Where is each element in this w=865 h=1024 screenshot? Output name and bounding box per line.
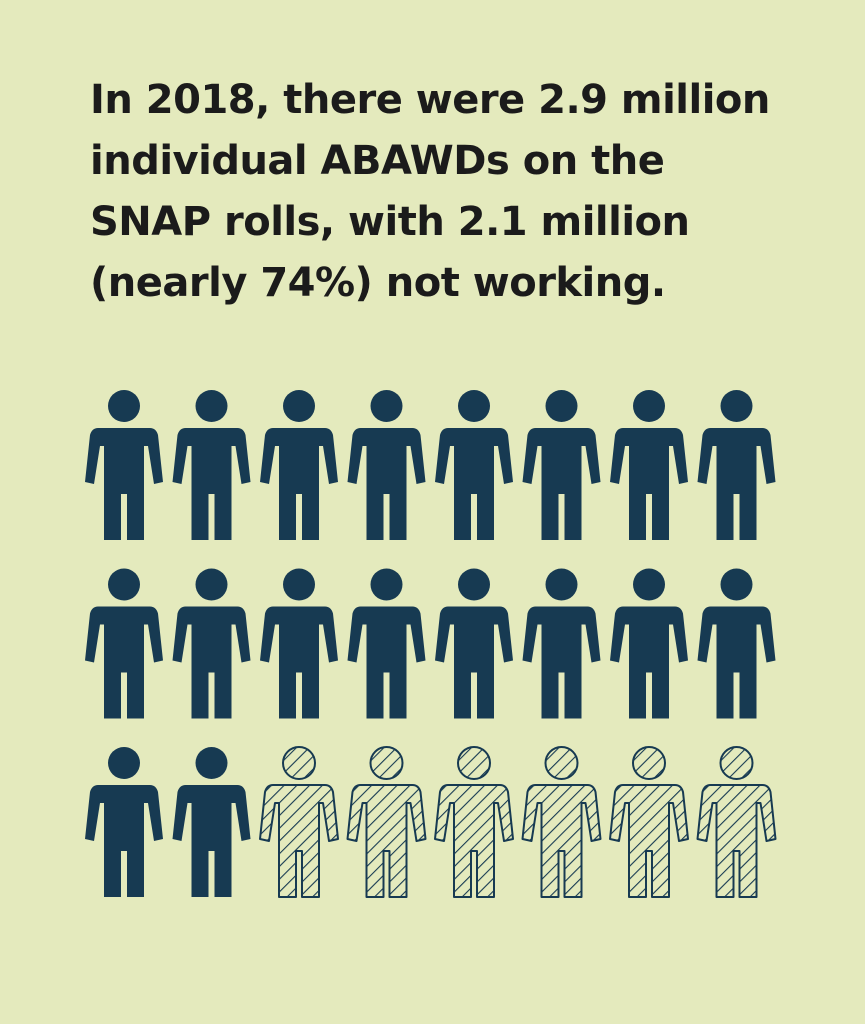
person-icon-solid [610,568,688,719]
person-head [108,390,140,422]
person-head [720,390,753,422]
person-head [457,746,491,780]
person-icon-solid [347,568,426,719]
person-body [521,784,602,898]
person-icon-solid [172,747,251,897]
person-body [435,606,513,719]
person-body [172,785,251,897]
person-icon-solid [522,568,601,719]
person-icon-solid [172,568,251,719]
person-icon-solid [435,390,513,540]
person-head [370,390,403,422]
person-head [458,390,490,422]
person-icon-solid [697,568,776,719]
person-body [435,428,513,540]
person-head [458,568,490,601]
person-head [283,568,315,601]
person-icon-solid [260,568,338,719]
person-head [370,568,403,601]
person-head [720,568,753,601]
person-icon-solid [435,568,513,719]
person-icon-hatched [259,746,339,898]
person-head [369,746,404,780]
person-body [347,606,426,719]
person-body [609,784,689,898]
person-icon-hatched [696,746,777,898]
person-body [85,785,163,897]
person-body [172,606,251,719]
person-body [172,428,251,540]
person-body [522,606,601,719]
person-head [283,390,315,422]
person-icon-solid [85,568,163,719]
person-head [545,390,578,422]
person-head [633,568,665,601]
person-head [195,568,228,601]
person-body [260,606,338,719]
person-icon-hatched [434,746,514,898]
person-body [434,784,514,898]
person-head [195,747,228,779]
person-icon-solid [85,390,163,540]
person-body [697,606,776,719]
person-body [610,606,688,719]
person-icon-solid [610,390,688,540]
person-body [697,428,776,540]
person-body [85,606,163,719]
person-body [522,428,601,540]
person-icon-solid [522,390,601,540]
person-head [545,568,578,601]
person-head [719,746,754,780]
person-head [195,390,228,422]
person-head [544,746,579,780]
person-body [260,428,338,540]
person-head [633,390,665,422]
person-icon-hatched [521,746,602,898]
person-head [108,747,140,779]
headline: In 2018, there were 2.9 million individu… [90,77,770,306]
person-icon-solid [172,390,251,540]
person-body [347,428,426,540]
person-icon-solid [260,390,338,540]
person-body [259,784,339,898]
person-body [85,428,163,540]
person-head [282,746,316,780]
person-icon-solid [347,390,426,540]
person-body [610,428,688,540]
person-icon-hatched [609,746,689,898]
person-icon-hatched [346,746,427,898]
person-icon-solid [697,390,776,540]
person-body [346,784,427,898]
person-icon-solid [85,747,163,897]
person-head [632,746,666,780]
person-body [696,784,777,898]
person-head [108,568,140,601]
